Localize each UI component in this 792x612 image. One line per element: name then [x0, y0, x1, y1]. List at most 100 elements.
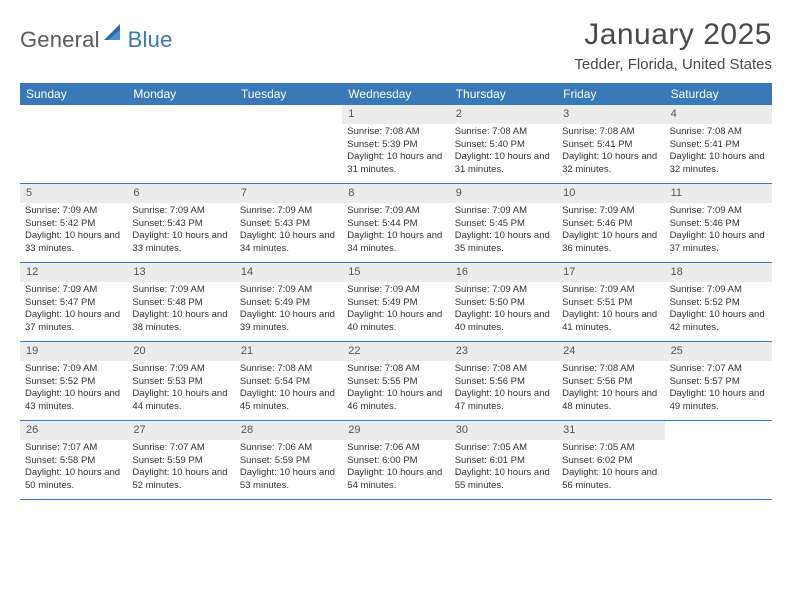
day-body: Sunrise: 7:09 AMSunset: 5:47 PMDaylight:…	[20, 282, 127, 339]
day-cell: 15Sunrise: 7:09 AMSunset: 5:49 PMDayligh…	[342, 263, 449, 341]
day-cell: 20Sunrise: 7:09 AMSunset: 5:53 PMDayligh…	[127, 342, 234, 420]
day-cell: 11Sunrise: 7:09 AMSunset: 5:46 PMDayligh…	[665, 184, 772, 262]
day-cell: 13Sunrise: 7:09 AMSunset: 5:48 PMDayligh…	[127, 263, 234, 341]
daylight-text: Daylight: 10 hours and 31 minutes.	[347, 151, 444, 177]
day-number: 2	[450, 105, 557, 124]
logo-text-general: General	[20, 27, 100, 53]
day-cell: 25Sunrise: 7:07 AMSunset: 5:57 PMDayligh…	[665, 342, 772, 420]
sunrise-text: Sunrise: 7:08 AM	[240, 363, 337, 376]
sunset-text: Sunset: 6:02 PM	[562, 455, 659, 468]
day-cell: .	[665, 421, 772, 499]
day-number: 22	[342, 342, 449, 361]
day-cell: 9Sunrise: 7:09 AMSunset: 5:45 PMDaylight…	[450, 184, 557, 262]
sunrise-text: Sunrise: 7:09 AM	[347, 284, 444, 297]
daylight-text: Daylight: 10 hours and 40 minutes.	[347, 309, 444, 335]
day-cell: 2Sunrise: 7:08 AMSunset: 5:40 PMDaylight…	[450, 105, 557, 183]
weekday-header: Tuesday	[235, 83, 342, 105]
day-cell: 3Sunrise: 7:08 AMSunset: 5:41 PMDaylight…	[557, 105, 664, 183]
sunset-text: Sunset: 5:40 PM	[455, 139, 552, 152]
week-row: 12Sunrise: 7:09 AMSunset: 5:47 PMDayligh…	[20, 263, 772, 342]
sunset-text: Sunset: 6:01 PM	[455, 455, 552, 468]
sunset-text: Sunset: 5:41 PM	[670, 139, 767, 152]
weekday-header: Sunday	[20, 83, 127, 105]
daylight-text: Daylight: 10 hours and 38 minutes.	[132, 309, 229, 335]
day-number: 4	[665, 105, 772, 124]
day-cell: .	[127, 105, 234, 183]
day-body: Sunrise: 7:05 AMSunset: 6:02 PMDaylight:…	[557, 440, 664, 497]
day-number: 14	[235, 263, 342, 282]
daylight-text: Daylight: 10 hours and 39 minutes.	[240, 309, 337, 335]
day-body: Sunrise: 7:08 AMSunset: 5:55 PMDaylight:…	[342, 361, 449, 418]
weeks-container: ...1Sunrise: 7:08 AMSunset: 5:39 PMDayli…	[20, 105, 772, 500]
daylight-text: Daylight: 10 hours and 32 minutes.	[670, 151, 767, 177]
weekday-header-row: Sunday Monday Tuesday Wednesday Thursday…	[20, 83, 772, 105]
day-cell: 24Sunrise: 7:08 AMSunset: 5:56 PMDayligh…	[557, 342, 664, 420]
sunrise-text: Sunrise: 7:09 AM	[25, 284, 122, 297]
sunrise-text: Sunrise: 7:07 AM	[25, 442, 122, 455]
sunrise-text: Sunrise: 7:09 AM	[455, 284, 552, 297]
day-number: 26	[20, 421, 127, 440]
sunset-text: Sunset: 5:54 PM	[240, 376, 337, 389]
day-body: Sunrise: 7:07 AMSunset: 5:59 PMDaylight:…	[127, 440, 234, 497]
sunset-text: Sunset: 5:59 PM	[240, 455, 337, 468]
day-number: 17	[557, 263, 664, 282]
sunset-text: Sunset: 5:49 PM	[240, 297, 337, 310]
sunrise-text: Sunrise: 7:07 AM	[132, 442, 229, 455]
sunset-text: Sunset: 5:56 PM	[562, 376, 659, 389]
logo: General Blue	[20, 18, 173, 55]
day-cell: 19Sunrise: 7:09 AMSunset: 5:52 PMDayligh…	[20, 342, 127, 420]
day-body: Sunrise: 7:06 AMSunset: 5:59 PMDaylight:…	[235, 440, 342, 497]
sunset-text: Sunset: 5:51 PM	[562, 297, 659, 310]
day-cell: 4Sunrise: 7:08 AMSunset: 5:41 PMDaylight…	[665, 105, 772, 183]
sunrise-text: Sunrise: 7:09 AM	[562, 284, 659, 297]
day-cell: 26 Sunrise: 7:07 AMSunset: 5:58 PMDayligh…	[20, 421, 127, 499]
daylight-text: Daylight: 10 hours and 49 minutes.	[670, 388, 767, 414]
daylight-text: Daylight: 10 hours and 34 minutes.	[240, 230, 337, 256]
day-cell: 31Sunrise: 7:05 AMSunset: 6:02 PMDayligh…	[557, 421, 664, 499]
day-cell: .	[20, 105, 127, 183]
day-cell: 1Sunrise: 7:08 AMSunset: 5:39 PMDaylight…	[342, 105, 449, 183]
sunset-text: Sunset: 5:42 PM	[25, 218, 122, 231]
day-body: Sunrise: 7:09 AMSunset: 5:44 PMDaylight:…	[342, 203, 449, 260]
sunset-text: Sunset: 5:58 PM	[25, 455, 122, 468]
day-number: 25	[665, 342, 772, 361]
day-body: Sunrise: 7:09 AMSunset: 5:50 PMDaylight:…	[450, 282, 557, 339]
sunset-text: Sunset: 5:53 PM	[132, 376, 229, 389]
sunrise-text: Sunrise: 7:09 AM	[25, 363, 122, 376]
sunset-text: Sunset: 5:56 PM	[455, 376, 552, 389]
day-cell: 27Sunrise: 7:07 AMSunset: 5:59 PMDayligh…	[127, 421, 234, 499]
sunset-text: Sunset: 5:48 PM	[132, 297, 229, 310]
sunrise-text: Sunrise: 7:09 AM	[347, 205, 444, 218]
day-body: Sunrise: 7:08 AMSunset: 5:41 PMDaylight:…	[665, 124, 772, 181]
sunset-text: Sunset: 6:00 PM	[347, 455, 444, 468]
location: Tedder, Florida, United States	[574, 56, 772, 73]
daylight-text: Daylight: 10 hours and 41 minutes.	[562, 309, 659, 335]
day-number: 5	[20, 184, 127, 203]
day-cell: 12Sunrise: 7:09 AMSunset: 5:47 PMDayligh…	[20, 263, 127, 341]
day-body: Sunrise: 7:08 AMSunset: 5:39 PMDaylight:…	[342, 124, 449, 181]
day-body: Sunrise: 7:05 AMSunset: 6:01 PMDaylight:…	[450, 440, 557, 497]
calendar-page: General Blue January 2025 Tedder, Florid…	[0, 0, 792, 510]
day-cell: 29Sunrise: 7:06 AMSunset: 6:00 PMDayligh…	[342, 421, 449, 499]
weekday-header: Friday	[557, 83, 664, 105]
day-cell: .	[235, 105, 342, 183]
daylight-text: Daylight: 10 hours and 50 minutes.	[25, 467, 122, 493]
sunrise-text: Sunrise: 7:08 AM	[455, 363, 552, 376]
daylight-text: Daylight: 10 hours and 46 minutes.	[347, 388, 444, 414]
daylight-text: Daylight: 10 hours and 47 minutes.	[455, 388, 552, 414]
sunrise-text: Sunrise: 7:08 AM	[455, 126, 552, 139]
sunset-text: Sunset: 5:45 PM	[455, 218, 552, 231]
sunrise-text: Sunrise: 7:09 AM	[455, 205, 552, 218]
sunset-text: Sunset: 5:49 PM	[347, 297, 444, 310]
daylight-text: Daylight: 10 hours and 42 minutes.	[670, 309, 767, 335]
day-body: Sunrise: 7:09 AMSunset: 5:43 PMDaylight:…	[235, 203, 342, 260]
daylight-text: Daylight: 10 hours and 43 minutes.	[25, 388, 122, 414]
day-cell: 28Sunrise: 7:06 AMSunset: 5:59 PMDayligh…	[235, 421, 342, 499]
day-number: 27	[127, 421, 234, 440]
sunrise-text: Sunrise: 7:08 AM	[670, 126, 767, 139]
sunrise-text: Sunrise: 7:09 AM	[132, 363, 229, 376]
sunset-text: Sunset: 5:47 PM	[25, 297, 122, 310]
day-body: Sunrise: 7:09 AMSunset: 5:45 PMDaylight:…	[450, 203, 557, 260]
sunrise-text: Sunrise: 7:09 AM	[132, 284, 229, 297]
sunrise-text: Sunrise: 7:09 AM	[240, 284, 337, 297]
